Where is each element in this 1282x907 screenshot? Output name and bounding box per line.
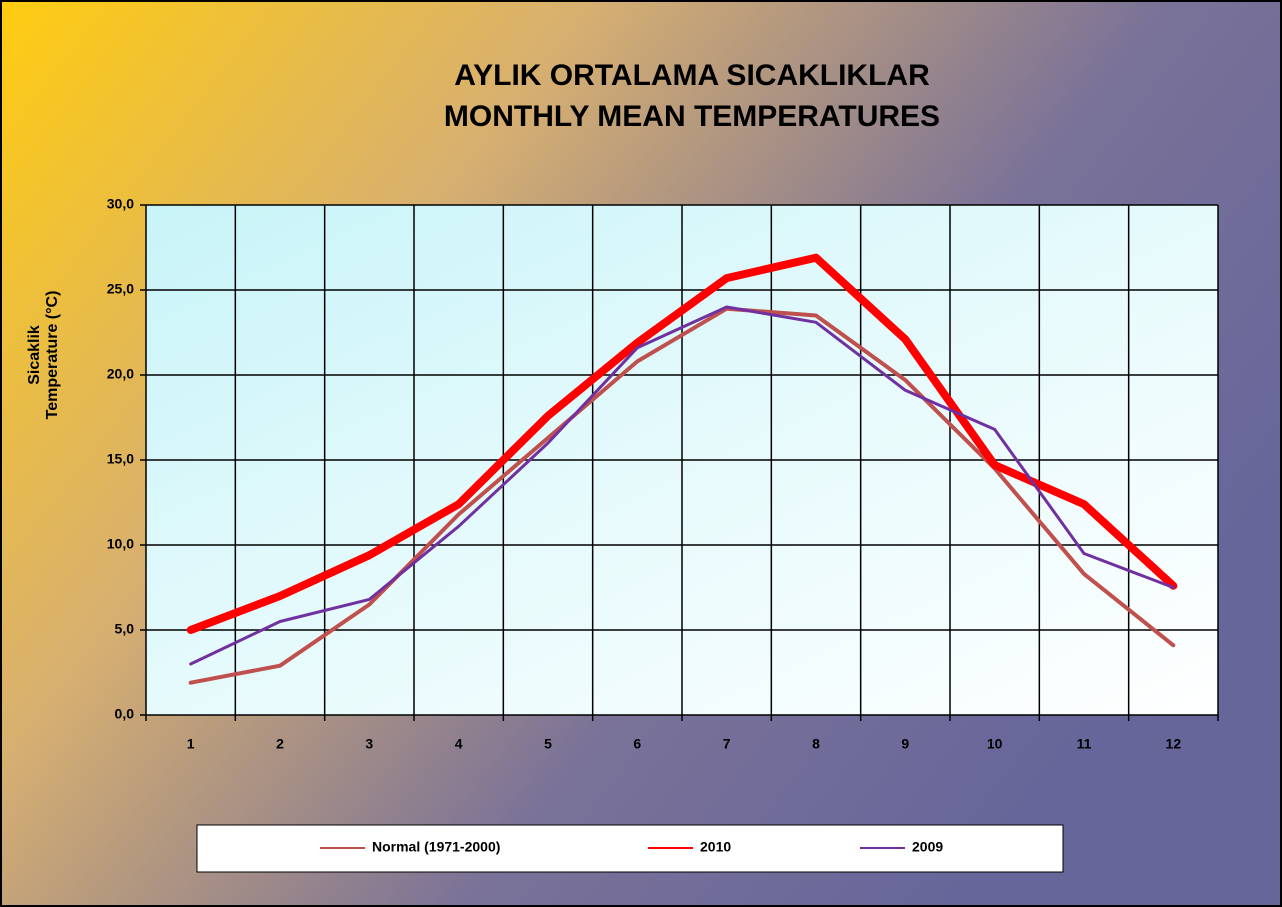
x-tick-label: 10 <box>987 736 1003 752</box>
x-tick-label: 11 <box>1077 736 1092 752</box>
y-tick-label: 15,0 <box>107 451 134 467</box>
x-tick-label: 8 <box>812 736 820 752</box>
x-tick-label: 3 <box>365 736 373 752</box>
chart-title: MONTHLY MEAN TEMPERATURES <box>444 100 940 133</box>
x-tick-label: 9 <box>901 736 909 752</box>
x-tick-label: 4 <box>455 736 463 752</box>
y-tick-label: 25,0 <box>107 281 134 297</box>
y-tick-label: 0,0 <box>115 706 135 722</box>
series-line <box>186 253 1178 634</box>
legend-label: 2010 <box>700 839 731 855</box>
y-axis-label: Temperature (°C) <box>44 291 61 420</box>
x-tick-label: 1 <box>187 736 195 752</box>
y-tick-label: 30,0 <box>107 196 134 212</box>
chart-title: AYLIK ORTALAMA SICAKLIKLAR <box>454 59 930 92</box>
legend-label: 2009 <box>912 839 943 855</box>
series-line <box>188 306 1176 685</box>
x-tick-label: 2 <box>276 736 284 752</box>
x-tick-label: 6 <box>633 736 641 752</box>
y-tick-label: 5,0 <box>115 621 135 637</box>
x-tick-label: 7 <box>723 736 731 752</box>
x-tick-label: 12 <box>1166 736 1182 752</box>
y-axis-label: Sicaklik <box>26 325 43 385</box>
y-tick-label: 10,0 <box>107 536 134 552</box>
x-tick-label: 5 <box>544 736 552 752</box>
series-line <box>189 305 1175 666</box>
y-tick-label: 20,0 <box>107 366 134 382</box>
legend-label: Normal (1971-2000) <box>372 839 500 855</box>
